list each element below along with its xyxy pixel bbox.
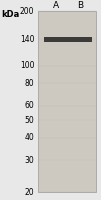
Text: 140: 140 [20, 35, 34, 44]
Text: 80: 80 [25, 79, 34, 88]
Text: 200: 200 [20, 7, 34, 16]
Text: 60: 60 [25, 101, 34, 110]
Text: 30: 30 [25, 156, 34, 165]
Text: 50: 50 [25, 116, 34, 125]
Bar [68, 37, 92, 42]
Text: 100: 100 [20, 61, 34, 70]
Text: A: A [53, 1, 59, 10]
Text: B: B [77, 1, 83, 10]
Text: 20: 20 [25, 188, 34, 197]
Bar [44, 37, 68, 42]
Text: kDa: kDa [1, 10, 19, 19]
Text: 40: 40 [25, 133, 34, 142]
Bar [38, 11, 96, 192]
